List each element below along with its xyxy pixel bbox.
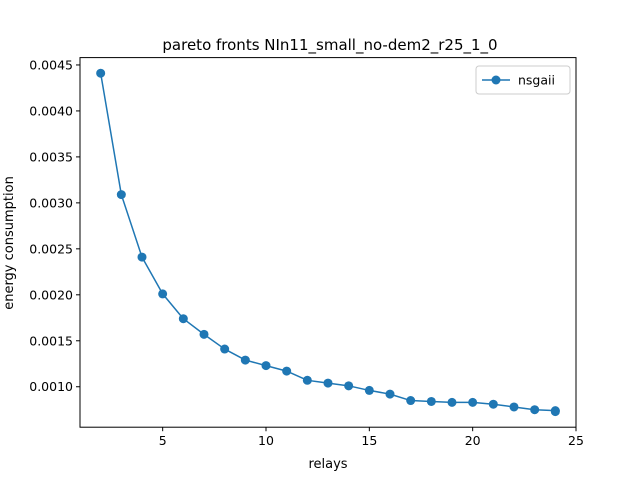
legend: nsgaii	[475, 65, 571, 95]
data-point	[509, 402, 519, 412]
x-tick-label: 10	[258, 433, 274, 448]
y-tick-label: 0.0010	[29, 379, 73, 394]
data-point	[158, 289, 168, 299]
plot-frame	[79, 57, 577, 428]
plot-area	[96, 68, 560, 417]
y-tick-label: 0.0025	[29, 241, 73, 256]
legend-box	[475, 65, 571, 95]
y-axis: 0.0010 0.0015 0.0020 0.0025 0.0030 0.0035 0.00…	[29, 57, 80, 394]
x-axis-label: relays	[308, 457, 347, 472]
data-point	[220, 344, 230, 354]
y-tick-label: 0.0015	[29, 333, 73, 348]
y-tick-label: 0.0020	[29, 287, 73, 302]
x-tick-label: 5	[159, 433, 167, 448]
data-point	[447, 397, 457, 407]
legend-marker	[491, 75, 501, 85]
x-tick-label: 25	[568, 433, 584, 448]
chart-title: pareto fronts NIn11_small_no-dem2_r25_1_…	[162, 36, 497, 55]
data-point	[261, 361, 271, 371]
data-point	[364, 385, 374, 395]
data-point	[385, 389, 395, 399]
data-point	[240, 355, 250, 365]
data-point	[302, 375, 312, 385]
data-point	[426, 396, 436, 406]
x-tick-label: 20	[465, 433, 481, 448]
data-point	[282, 366, 292, 376]
data-point	[323, 378, 333, 388]
data-point	[468, 397, 478, 407]
data-point	[406, 396, 416, 406]
data-point	[488, 399, 498, 409]
data-point	[178, 314, 188, 324]
legend-label: nsgaii	[518, 73, 555, 88]
y-tick-label: 0.0035	[29, 149, 73, 164]
y-tick-label: 0.0030	[29, 195, 73, 210]
y-axis-label: energy consumption	[2, 176, 17, 310]
data-point	[199, 329, 209, 339]
x-axis: 5 10 15 20 25	[159, 427, 584, 448]
data-point	[550, 407, 560, 417]
y-tick-label: 0.0045	[29, 57, 73, 72]
y-tick-label: 0.0040	[29, 103, 73, 118]
x-tick-label: 15	[361, 433, 377, 448]
data-point	[96, 68, 106, 78]
data-point	[344, 381, 354, 391]
data-point	[530, 405, 540, 415]
data-point	[116, 190, 126, 200]
data-point	[137, 252, 147, 262]
